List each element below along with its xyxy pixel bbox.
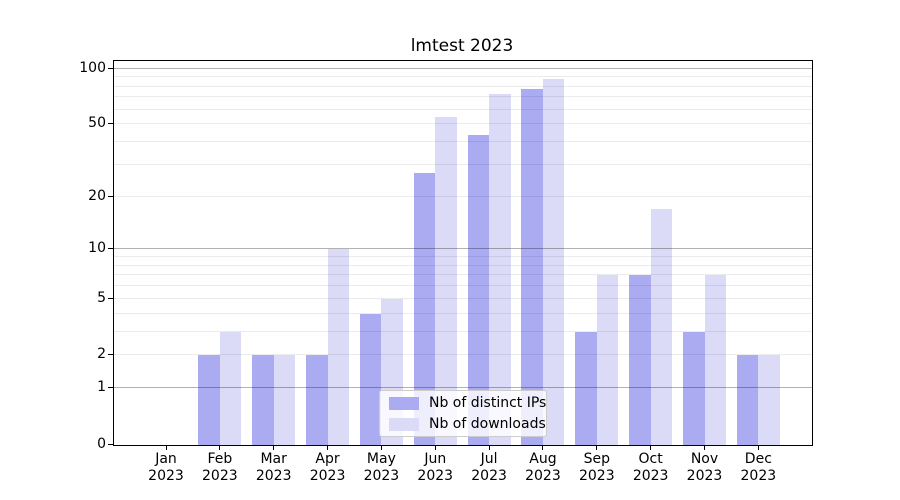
- chart-title: lmtest 2023: [410, 36, 514, 56]
- y-tick-label-0: 0: [97, 436, 106, 452]
- bar-jun-downloads: [435, 116, 457, 445]
- gridline-y-30: [114, 164, 812, 166]
- x-tick-mark-oct: [650, 446, 652, 450]
- plot-area: Nb of distinct IPs Nb of downloads: [113, 60, 813, 446]
- x-tick-label-mar: Mar 2023: [255, 451, 292, 484]
- x-tick-mark-sep: [596, 446, 598, 450]
- bar-feb-downloads: [219, 331, 242, 445]
- x-tick-label-oct: Oct 2023: [632, 451, 669, 484]
- gridline-y-5: [114, 297, 812, 299]
- gridline-y-50: [114, 123, 812, 125]
- bar-sep-distinct-ips: [575, 331, 597, 445]
- x-tick-mark-apr: [327, 446, 329, 450]
- x-tick-mark-nov: [704, 446, 705, 450]
- y-tick-mark-100: [108, 67, 113, 69]
- bar-jul-downloads: [489, 94, 511, 445]
- legend: Nb of distinct IPs Nb of downloads: [379, 390, 547, 437]
- x-tick-label-jul: Jul 2023: [471, 451, 507, 484]
- x-tick-label-aug: Aug 2023: [525, 451, 561, 484]
- bar-nov-downloads: [704, 275, 726, 445]
- bar-mar-distinct-ips: [252, 355, 274, 445]
- x-tick-label-jan: Jan 2023: [148, 451, 184, 484]
- gridline-y-40: [114, 141, 812, 143]
- gridline-y-9: [114, 256, 812, 258]
- gridline-y-1: [114, 387, 812, 389]
- y-tick-mark-5: [108, 297, 113, 299]
- x-tick-mark-mar: [273, 446, 275, 450]
- gridline-y-8: [114, 264, 812, 266]
- y-tick-mark-50: [108, 123, 113, 125]
- x-tick-mark-may: [380, 446, 382, 450]
- x-tick-mark-jan: [165, 446, 167, 450]
- bar-aug-distinct-ips: [521, 88, 543, 445]
- bar-jun-distinct-ips: [413, 173, 436, 445]
- x-tick-label-apr: Apr 2023: [309, 451, 346, 484]
- x-tick-mark-aug: [542, 446, 544, 450]
- bar-mar-downloads: [273, 355, 296, 445]
- bar-nov-distinct-ips: [683, 331, 705, 445]
- bar-dec-downloads: [758, 355, 780, 445]
- y-tick-label-1: 1: [97, 379, 106, 396]
- bar-sep-downloads: [596, 275, 619, 445]
- bar-may-distinct-ips: [359, 313, 382, 445]
- legend-label-downloads: Nb of downloads: [429, 416, 546, 432]
- legend-item-downloads: Nb of downloads: [380, 415, 546, 434]
- y-tick-label-10: 10: [88, 240, 106, 257]
- y-tick-mark-10: [108, 248, 113, 250]
- bar-feb-distinct-ips: [198, 355, 220, 445]
- bar-dec-distinct-ips: [736, 355, 759, 445]
- bar-oct-distinct-ips: [629, 275, 651, 445]
- x-tick-label-may: May 2023: [363, 451, 400, 484]
- y-tick-label-20: 20: [88, 187, 106, 204]
- gridline-y-4: [114, 312, 812, 314]
- gridline-y-3: [114, 330, 812, 332]
- y-tick-label-100: 100: [79, 59, 106, 76]
- gridline-y-100: [114, 67, 812, 69]
- gridline-y-90: [114, 76, 812, 78]
- x-tick-label-jun: Jun 2023: [417, 451, 454, 484]
- gridline-y-60: [114, 108, 812, 110]
- gridline-y-20: [114, 195, 812, 197]
- gridline-y-80: [114, 85, 812, 87]
- y-tick-mark-0: [108, 444, 113, 445]
- gridline-y-70: [114, 96, 812, 98]
- x-tick-label-sep: Sep 2023: [578, 451, 615, 484]
- bar-jul-distinct-ips: [467, 134, 490, 445]
- bar-apr-downloads: [327, 249, 350, 445]
- x-tick-mark-dec: [757, 446, 759, 450]
- legend-swatch-distinct-ips: [389, 396, 419, 410]
- gridline-y-2: [114, 354, 812, 356]
- legend-item-distinct-ips: Nb of distinct IPs: [380, 394, 546, 413]
- x-tick-mark-jul: [488, 446, 490, 450]
- legend-label-distinct-ips: Nb of distinct IPs: [429, 395, 547, 411]
- x-tick-label-dec: Dec 2023: [740, 451, 777, 484]
- y-tick-label-50: 50: [88, 115, 106, 132]
- bar-apr-distinct-ips: [306, 355, 328, 445]
- x-tick-mark-feb: [219, 446, 221, 450]
- legend-swatch-downloads: [389, 417, 419, 431]
- gridline-y-7: [114, 274, 812, 276]
- x-tick-mark-jun: [434, 446, 436, 450]
- y-tick-mark-2: [108, 354, 113, 356]
- gridline-y-10: [114, 248, 812, 250]
- y-tick-mark-1: [108, 387, 113, 389]
- gridline-y-6: [114, 285, 812, 287]
- y-tick-label-5: 5: [97, 289, 106, 306]
- bar-aug-downloads: [542, 79, 565, 445]
- y-tick-mark-20: [108, 195, 113, 197]
- x-tick-label-nov: Nov 2023: [686, 451, 723, 484]
- y-tick-label-2: 2: [97, 346, 106, 363]
- x-tick-label-feb: Feb 2023: [202, 451, 238, 484]
- bar-oct-downloads: [650, 209, 673, 445]
